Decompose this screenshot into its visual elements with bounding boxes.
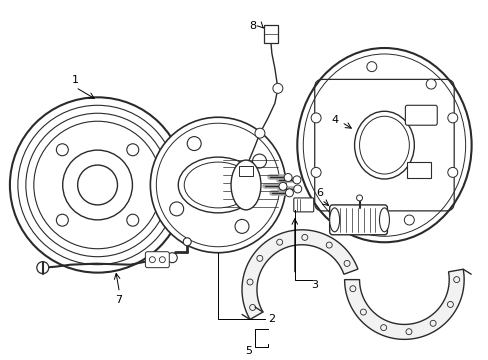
Ellipse shape bbox=[354, 111, 413, 179]
FancyBboxPatch shape bbox=[329, 205, 386, 235]
Circle shape bbox=[447, 113, 457, 123]
Circle shape bbox=[310, 167, 321, 177]
Circle shape bbox=[183, 238, 191, 246]
Ellipse shape bbox=[230, 160, 261, 210]
Ellipse shape bbox=[379, 208, 388, 232]
Bar bbox=[264, 24, 277, 42]
Circle shape bbox=[126, 214, 139, 226]
Circle shape bbox=[279, 183, 286, 190]
Text: 6: 6 bbox=[316, 188, 323, 198]
Text: 3: 3 bbox=[310, 280, 318, 289]
Bar bbox=[239, 166, 252, 176]
Text: 4: 4 bbox=[330, 115, 338, 125]
Circle shape bbox=[126, 144, 139, 156]
Circle shape bbox=[272, 84, 282, 93]
Circle shape bbox=[167, 253, 177, 263]
Polygon shape bbox=[344, 269, 463, 339]
Circle shape bbox=[284, 174, 291, 181]
Circle shape bbox=[56, 144, 68, 156]
Text: 8: 8 bbox=[249, 21, 256, 31]
Text: 1: 1 bbox=[72, 75, 79, 85]
Circle shape bbox=[149, 257, 155, 263]
Circle shape bbox=[310, 113, 321, 123]
Circle shape bbox=[254, 128, 264, 138]
Circle shape bbox=[37, 262, 49, 274]
FancyBboxPatch shape bbox=[293, 198, 313, 212]
FancyBboxPatch shape bbox=[145, 252, 169, 268]
Circle shape bbox=[404, 215, 413, 225]
Circle shape bbox=[56, 214, 68, 226]
Text: 2: 2 bbox=[268, 314, 275, 324]
Bar bbox=[407, 162, 430, 178]
Circle shape bbox=[150, 117, 285, 253]
Circle shape bbox=[293, 185, 301, 193]
Circle shape bbox=[62, 150, 132, 220]
Circle shape bbox=[356, 195, 362, 201]
Circle shape bbox=[10, 97, 185, 273]
Circle shape bbox=[235, 219, 248, 233]
Circle shape bbox=[159, 257, 165, 263]
Circle shape bbox=[426, 79, 435, 89]
Ellipse shape bbox=[329, 208, 339, 232]
Circle shape bbox=[169, 202, 183, 216]
Text: 7: 7 bbox=[115, 294, 122, 305]
Circle shape bbox=[354, 215, 364, 225]
Circle shape bbox=[252, 154, 266, 168]
Ellipse shape bbox=[297, 48, 470, 242]
Polygon shape bbox=[242, 230, 357, 319]
Circle shape bbox=[292, 176, 300, 184]
Circle shape bbox=[285, 189, 293, 197]
Text: 5: 5 bbox=[244, 346, 251, 356]
Circle shape bbox=[366, 62, 376, 72]
Ellipse shape bbox=[178, 157, 258, 213]
FancyBboxPatch shape bbox=[405, 105, 436, 125]
Circle shape bbox=[447, 167, 457, 177]
Circle shape bbox=[187, 136, 201, 150]
